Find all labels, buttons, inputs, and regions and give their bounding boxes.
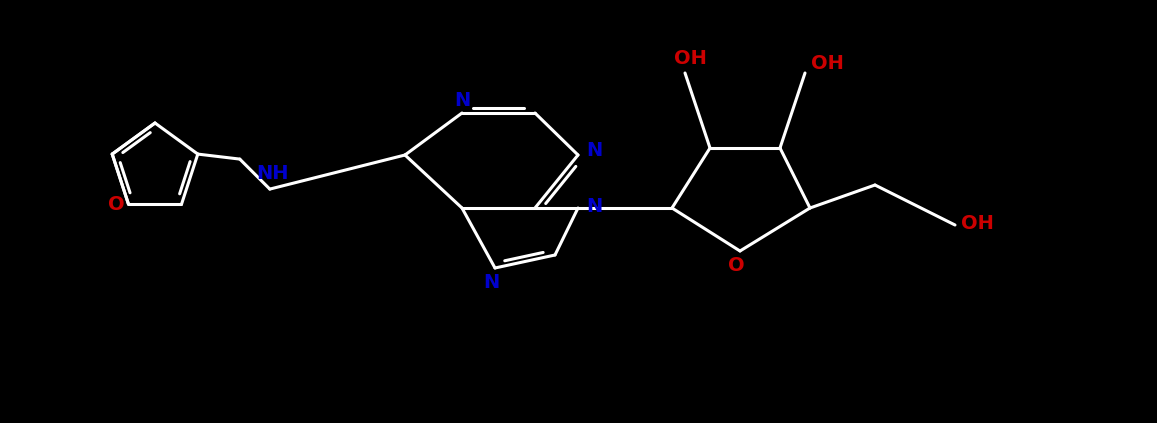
Text: N: N — [585, 197, 602, 215]
Text: NH: NH — [257, 164, 289, 183]
Text: N: N — [585, 140, 602, 159]
Text: O: O — [728, 255, 744, 275]
Text: O: O — [109, 195, 125, 214]
Text: OH: OH — [673, 49, 707, 68]
Text: N: N — [454, 91, 470, 110]
Text: OH: OH — [960, 214, 994, 233]
Text: N: N — [482, 272, 499, 291]
Text: OH: OH — [811, 53, 843, 72]
